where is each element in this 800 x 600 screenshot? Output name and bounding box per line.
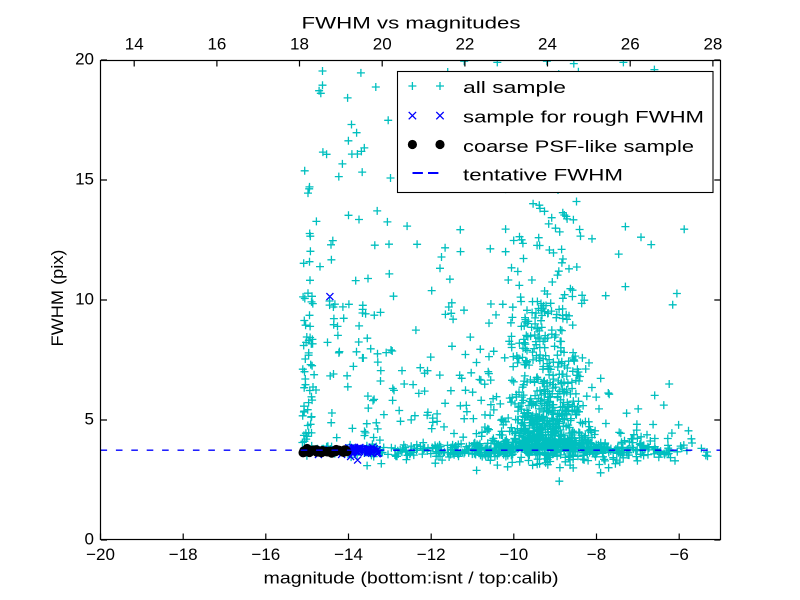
svg-text:18: 18 [290, 35, 309, 54]
svg-text:5: 5 [85, 409, 94, 428]
svg-text:coarse PSF-like sample: coarse PSF-like sample [463, 137, 694, 156]
svg-text:magnitude (bottom:isnt / top:c: magnitude (bottom:isnt / top:calib) [264, 569, 559, 588]
svg-text:−12: −12 [417, 545, 446, 564]
svg-text:−18: −18 [169, 545, 198, 564]
svg-text:−6: −6 [670, 545, 689, 564]
svg-text:10: 10 [75, 289, 94, 308]
svg-text:sample for rough FWHM: sample for rough FWHM [463, 108, 704, 127]
svg-text:20: 20 [75, 49, 94, 68]
svg-text:tentative FWHM: tentative FWHM [463, 166, 623, 185]
svg-text:all sample: all sample [463, 78, 566, 97]
svg-text:−20: −20 [86, 545, 115, 564]
svg-text:FWHM (pix): FWHM (pix) [48, 250, 67, 347]
svg-text:−10: −10 [499, 545, 528, 564]
svg-text:15: 15 [75, 169, 94, 188]
svg-text:−16: −16 [251, 545, 280, 564]
svg-text:14: 14 [125, 35, 144, 54]
svg-text:16: 16 [207, 35, 226, 54]
svg-text:22: 22 [455, 35, 474, 54]
svg-text:20: 20 [373, 35, 392, 54]
svg-text:24: 24 [538, 35, 557, 54]
svg-text:−8: −8 [587, 545, 606, 564]
svg-text:−14: −14 [334, 545, 363, 564]
svg-text:26: 26 [621, 35, 640, 54]
svg-text:28: 28 [703, 35, 722, 54]
svg-text:FWHM vs magnitudes: FWHM vs magnitudes [302, 14, 521, 33]
svg-text:0: 0 [85, 529, 94, 548]
